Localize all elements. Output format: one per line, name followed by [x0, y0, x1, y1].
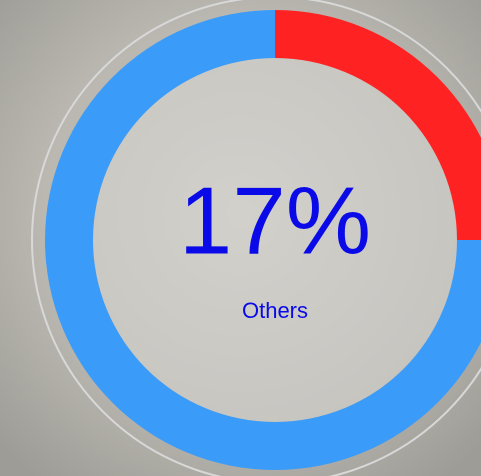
- donut-segment: [275, 10, 481, 240]
- center-value: 17%: [179, 167, 371, 274]
- center-label: Others: [242, 298, 308, 323]
- inner-disc: [93, 58, 457, 422]
- outer-ring: [31, 0, 481, 476]
